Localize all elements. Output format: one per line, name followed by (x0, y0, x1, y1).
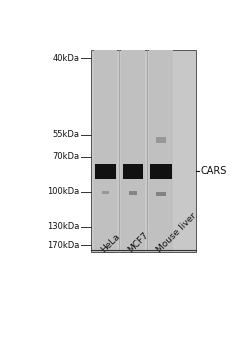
Text: CARS: CARS (201, 166, 227, 176)
Bar (150, 164, 172, 179)
Text: 130kDa: 130kDa (47, 222, 79, 231)
Bar (156, 136, 166, 142)
Bar (123, 164, 143, 179)
Bar (102, 191, 109, 194)
Text: 70kDa: 70kDa (52, 152, 79, 161)
Text: Mouse liver: Mouse liver (155, 212, 198, 255)
Bar (156, 192, 166, 196)
Bar (95, 164, 116, 179)
Text: 55kDa: 55kDa (52, 131, 79, 140)
Bar (129, 191, 137, 195)
Text: 100kDa: 100kDa (47, 187, 79, 196)
Text: 40kDa: 40kDa (52, 54, 79, 63)
Bar (91, 50, 196, 252)
Bar (121, 50, 145, 252)
Text: MCF7: MCF7 (127, 231, 151, 255)
Bar (149, 50, 173, 252)
Text: HeLa: HeLa (99, 232, 122, 255)
Bar (94, 50, 117, 252)
Text: 170kDa: 170kDa (47, 241, 79, 250)
